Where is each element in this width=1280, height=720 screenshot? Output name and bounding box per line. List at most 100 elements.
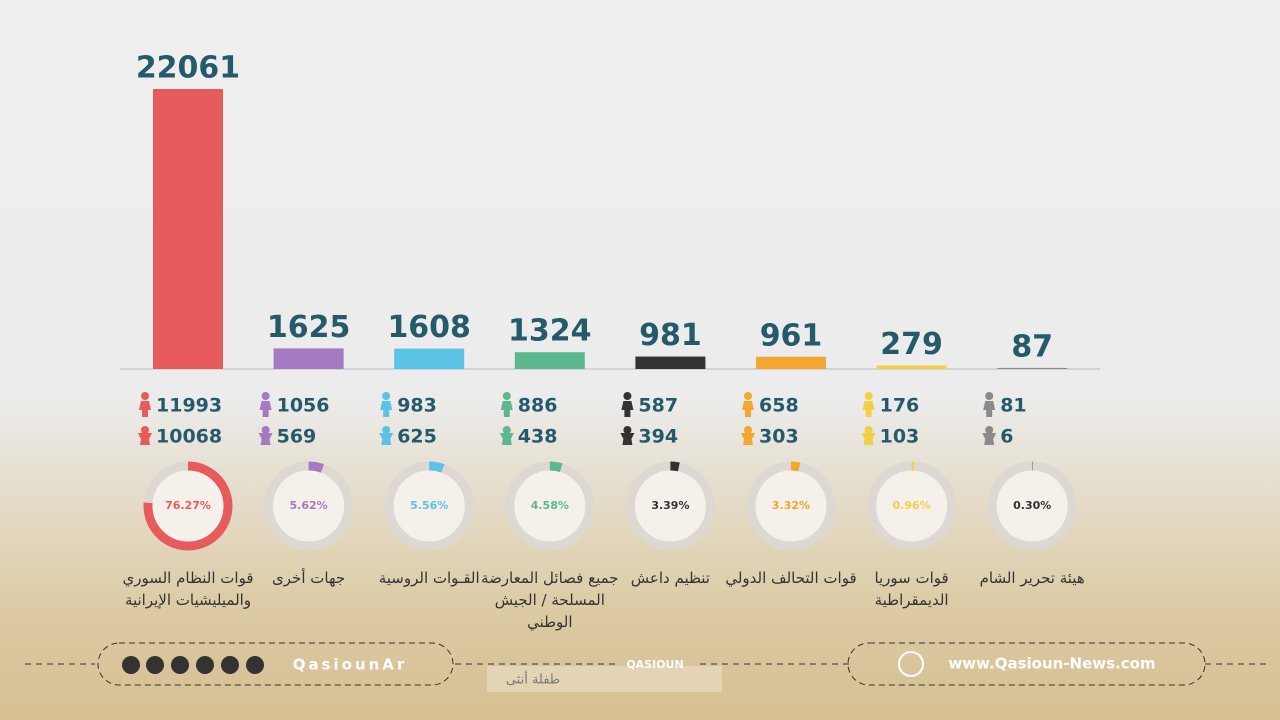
body (139, 401, 151, 417)
social-handle: QasiounAr (293, 656, 408, 674)
body (379, 433, 394, 445)
body (380, 401, 393, 417)
women-count: 176 (880, 395, 920, 417)
bar (756, 356, 826, 369)
head (744, 392, 752, 400)
head (141, 426, 149, 434)
bar-value: 1625 (267, 310, 351, 345)
legend-label: طفلة أنثى (506, 671, 560, 688)
category-label: قوات التحالف الدولي (725, 569, 857, 587)
head (985, 392, 994, 400)
donut-arc (143, 461, 233, 551)
donut-arc (429, 461, 445, 473)
women-count: 1056 (277, 395, 330, 417)
category-label: تنظيم داعش (630, 569, 710, 587)
girl-icon (258, 426, 273, 445)
bar-value: 981 (639, 318, 702, 353)
body (983, 401, 996, 417)
body (500, 401, 513, 417)
category-label: قوات سوريا الديمقراطية (874, 569, 949, 609)
category-label: هيئة تحرير الشام (979, 569, 1085, 587)
body (982, 433, 997, 445)
donut-arc (549, 461, 563, 472)
woman-icon (259, 392, 272, 417)
girls-count: 303 (759, 426, 799, 448)
donut-arc (790, 461, 801, 472)
bar (997, 367, 1068, 369)
body (620, 433, 635, 445)
share-label: 3.32% (772, 499, 810, 512)
category-label: القـوات الروسية (378, 569, 480, 587)
head (864, 426, 873, 434)
woman-icon (862, 392, 875, 417)
globe-icon (898, 651, 924, 677)
category-label: جميع فصائل المعارضة المسلحة / الجيش الوط… (481, 569, 619, 631)
girl-icon (982, 426, 997, 445)
donut-arc (670, 461, 680, 472)
women-count: 983 (397, 395, 437, 417)
share-label: 3.39% (651, 499, 689, 512)
girl-icon (499, 426, 514, 445)
body (742, 401, 754, 417)
girls-count: 6 (1000, 426, 1013, 448)
women-count: 886 (518, 395, 558, 417)
bar-value: 279 (880, 327, 943, 362)
girl-icon (741, 426, 755, 445)
share-label: 4.58% (531, 499, 569, 512)
share-label: 0.96% (893, 499, 931, 512)
share-label: 5.56% (410, 499, 448, 512)
body (741, 433, 755, 445)
girls-count: 569 (277, 426, 317, 448)
girls-count: 103 (880, 426, 920, 448)
body (621, 401, 634, 417)
head (623, 392, 632, 400)
bar-value: 1608 (387, 310, 471, 345)
head (261, 426, 270, 434)
head (744, 426, 752, 434)
category-label: جهات أخرى (272, 569, 346, 587)
bar (273, 348, 344, 369)
woman-icon (621, 392, 634, 417)
head (502, 426, 511, 434)
body (259, 401, 272, 417)
head (864, 392, 873, 400)
woman-icon (742, 392, 754, 417)
donut-arc (308, 461, 324, 473)
body (138, 433, 152, 445)
woman-icon (983, 392, 996, 417)
women-count: 587 (638, 395, 678, 417)
bar-value: 961 (760, 318, 823, 353)
bar-value: 22061 (136, 51, 240, 86)
share-label: 5.62% (290, 499, 328, 512)
website: www.Qasioun-News.com (948, 655, 1155, 673)
women-count: 81 (1000, 395, 1026, 417)
head (141, 392, 149, 400)
women-count: 658 (759, 395, 799, 417)
girl-icon (138, 426, 152, 445)
body (862, 401, 875, 417)
girls-count: 438 (518, 426, 558, 448)
girls-count: 10068 (156, 426, 222, 448)
body (258, 433, 273, 445)
bar-value: 1324 (508, 314, 592, 349)
social-icons (122, 656, 264, 674)
bar-value: 87 (1011, 329, 1053, 364)
girl-icon (620, 426, 635, 445)
head (502, 392, 511, 400)
category-label: قوات النظام السوري والميليشيات الإيرانية (122, 569, 254, 609)
share-label: 0.30% (1013, 499, 1051, 512)
girl-icon (379, 426, 394, 445)
woman-icon (500, 392, 513, 417)
woman-icon (380, 392, 393, 417)
bar (514, 352, 585, 369)
woman-icon (139, 392, 151, 417)
bar (876, 365, 947, 369)
head (985, 426, 994, 434)
head (623, 426, 632, 434)
bar (635, 356, 706, 369)
logo: QASIOUN (626, 658, 683, 671)
body (499, 433, 514, 445)
social-pill (97, 642, 454, 686)
bar (394, 348, 465, 369)
women-count: 11993 (156, 395, 222, 417)
